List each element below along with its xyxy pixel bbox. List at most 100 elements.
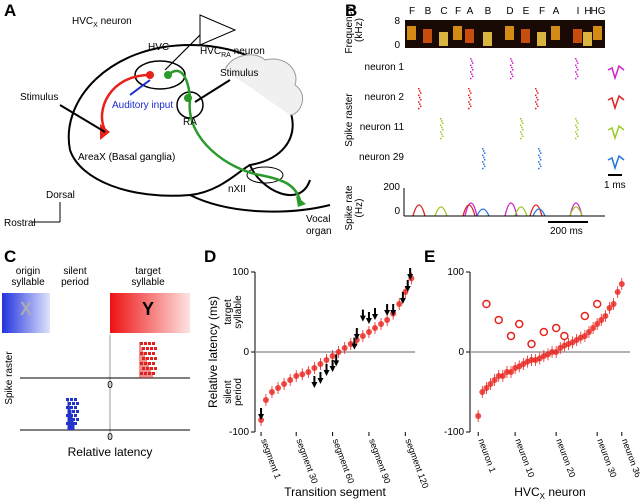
spike — [575, 64, 577, 67]
spike — [484, 159, 486, 161]
nxii — [246, 166, 284, 184]
label: Rostral — [4, 218, 36, 229]
highlight-arrow — [404, 280, 411, 292]
spike — [140, 362, 143, 365]
spike — [512, 75, 514, 78]
spike — [510, 64, 512, 67]
spike — [470, 58, 472, 60]
spike — [441, 120, 443, 122]
spike — [470, 99, 472, 101]
point — [553, 349, 560, 355]
syllable-label: H — [584, 6, 591, 17]
rate-peak — [464, 202, 478, 217]
highlight-arrow — [359, 309, 366, 322]
spike — [469, 96, 471, 99]
point — [495, 373, 502, 379]
syllable-label: E — [523, 6, 530, 17]
spike — [484, 152, 486, 154]
spike — [522, 122, 524, 124]
highlight-arrow — [323, 364, 330, 376]
point — [549, 349, 556, 355]
spike — [575, 58, 577, 60]
spike — [441, 126, 443, 129]
x-tick-label: neuron 36 — [620, 437, 640, 479]
spike — [420, 99, 422, 101]
spike — [442, 122, 444, 124]
x-tick-label: segment 1 — [259, 437, 283, 480]
label: HVC — [72, 16, 93, 27]
point — [491, 377, 498, 383]
neuron-label: neuron 2 — [365, 92, 405, 103]
spike — [520, 137, 522, 140]
point — [287, 377, 294, 383]
spike — [152, 362, 155, 365]
spike — [66, 422, 69, 425]
origin-syllable — [2, 293, 50, 333]
spike — [536, 90, 538, 92]
spike — [420, 105, 422, 108]
syllable-label: B — [485, 6, 492, 17]
spike — [470, 92, 472, 94]
label: neuron — [98, 16, 132, 27]
spike — [483, 150, 485, 152]
x-axis-label: HVCX neuron — [514, 485, 585, 500]
panel-label: E — [424, 247, 435, 266]
label: Auditory input — [112, 100, 173, 111]
spike — [440, 137, 442, 140]
y-tick-label: 100 — [232, 267, 249, 278]
syllable-blob — [573, 29, 582, 43]
spike — [482, 161, 484, 163]
spike — [468, 88, 470, 90]
spike — [66, 414, 69, 417]
spike — [140, 342, 143, 345]
highlight-point — [551, 323, 561, 333]
spike — [575, 77, 577, 80]
spike-waveform — [607, 94, 625, 111]
syllable-blob — [407, 26, 416, 40]
axis-label: Spike raster — [4, 351, 15, 405]
spike — [68, 418, 71, 421]
point — [606, 305, 613, 311]
spike — [418, 88, 420, 90]
x-tick-label: neuron 20 — [554, 437, 577, 479]
spike — [468, 101, 470, 103]
syllable-blob — [423, 29, 432, 43]
highlight-arrow — [353, 328, 360, 340]
spike — [154, 367, 157, 370]
spike — [70, 398, 73, 401]
x-axis-label: HVC — [514, 485, 540, 499]
spike — [470, 105, 472, 108]
point — [341, 345, 348, 351]
spike — [152, 352, 155, 355]
label: neuron — [231, 46, 265, 57]
label: Y — [142, 299, 154, 319]
label: HVC — [200, 46, 221, 57]
highlight-point — [506, 331, 516, 341]
spike — [538, 167, 540, 170]
spike — [154, 357, 157, 360]
spike — [539, 163, 541, 165]
point — [293, 373, 300, 379]
point — [365, 329, 372, 335]
highlight-arrow — [365, 312, 372, 324]
neuron-label: neuron 11 — [360, 122, 405, 133]
y-axis-label: Relative latency (ms) — [206, 296, 220, 408]
spike — [520, 124, 522, 127]
syllable-label: HG — [591, 6, 606, 17]
spike — [575, 131, 577, 133]
spike — [521, 120, 523, 122]
label: HVCX neuron — [72, 16, 132, 29]
spike — [152, 342, 155, 345]
spike — [442, 129, 444, 131]
point — [311, 365, 318, 371]
point — [508, 369, 515, 375]
spike — [150, 367, 153, 370]
highlight-arrow — [372, 308, 378, 320]
syllable-label: F — [409, 6, 415, 17]
point — [329, 353, 336, 359]
point — [598, 317, 605, 323]
syllable-label: F — [455, 6, 461, 17]
spike — [472, 75, 474, 78]
highlight-arrow — [390, 304, 397, 316]
panel-a: A HVCX neuron HVC HVCRA neuron Stimulus … — [4, 1, 332, 237]
